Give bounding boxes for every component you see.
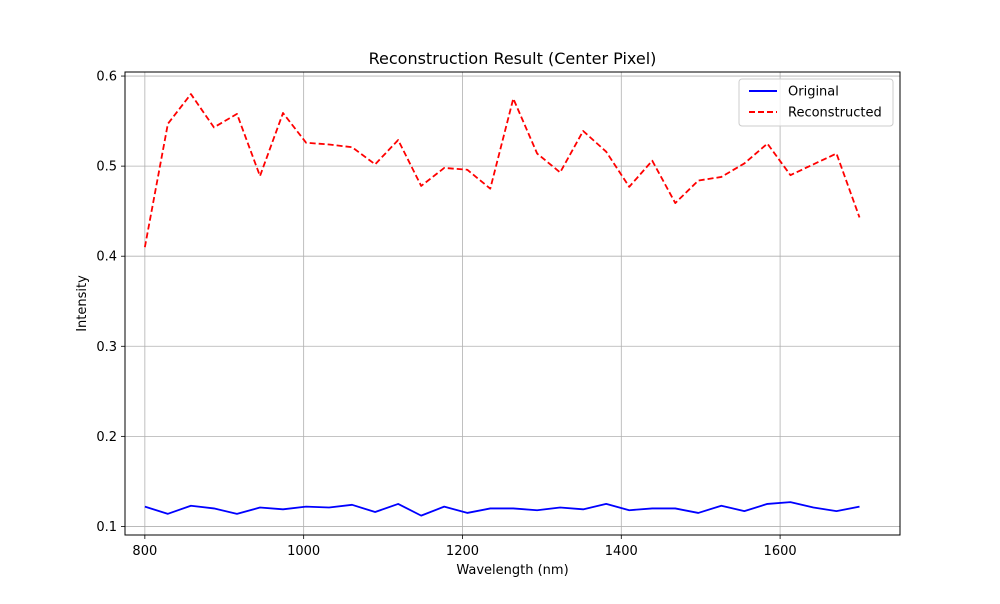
y-tick-label: 0.6 [96, 70, 117, 85]
series-line-reconstructed [143, 93, 861, 248]
y-axis-label: Intensity [75, 275, 90, 332]
x-tick-label: 1200 [446, 544, 479, 559]
y-tick-label: 0.3 [96, 340, 117, 355]
grid [125, 72, 900, 535]
y-tick-label: 0.1 [96, 520, 117, 535]
x-axis-label: Wavelength (nm) [456, 563, 568, 578]
x-tick-label: 1000 [287, 544, 320, 559]
series-line-original [144, 501, 860, 517]
y-tick-label: 0.5 [96, 160, 117, 175]
axis-ticks: 800 1000 1200 1400 1600 0.1 0.2 0.3 0.4 0.5 0.6 [96, 70, 796, 559]
y-tick-label: 0.2 [96, 430, 117, 445]
legend-label-reconstructed: Reconstructed [788, 106, 882, 121]
chart-title: Reconstruction Result (Center Pixel) [369, 49, 657, 68]
x-tick-label: 1600 [764, 544, 797, 559]
y-tick-label: 0.4 [96, 250, 117, 265]
series-group [143, 93, 861, 517]
x-tick-label: 800 [132, 544, 157, 559]
x-tick-label: 1400 [605, 544, 638, 559]
legend: Original Reconstructed [738, 78, 894, 127]
legend-box [738, 78, 894, 127]
legend-label-original: Original [788, 85, 839, 100]
plot-frame [124, 71, 901, 536]
